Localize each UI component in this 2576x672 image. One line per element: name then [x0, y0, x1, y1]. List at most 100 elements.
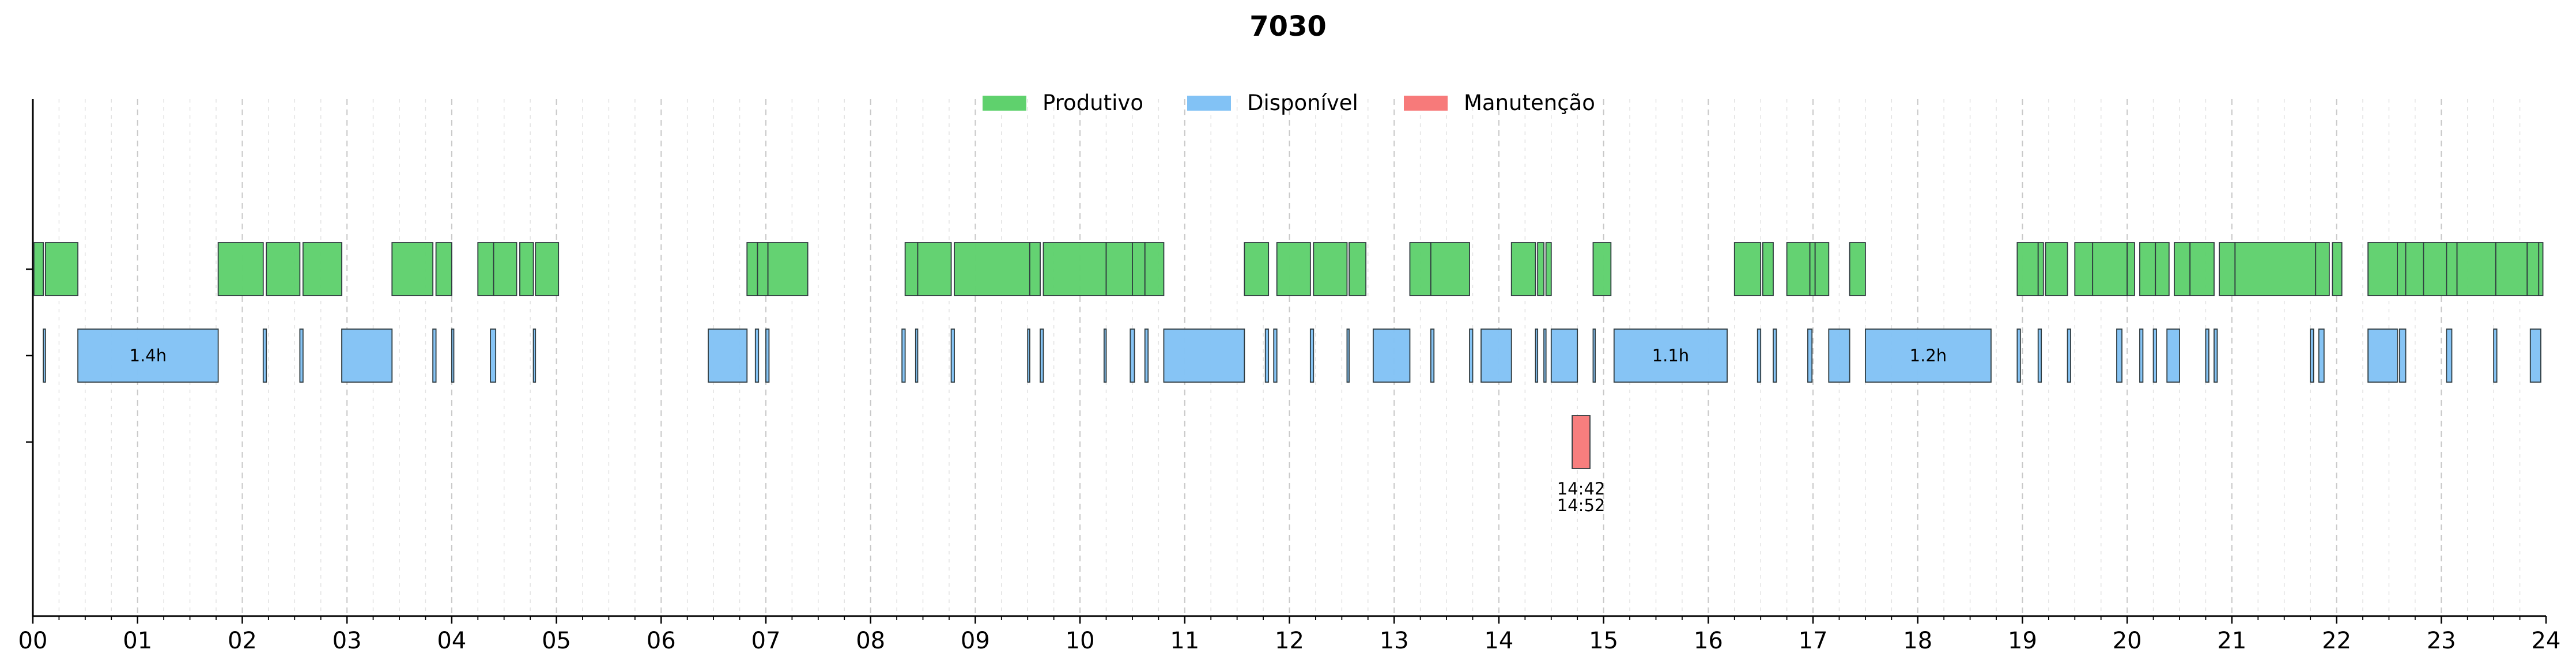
- bar-disponível: [1613, 329, 1728, 383]
- bar-duration-label: 1.4h: [130, 346, 167, 365]
- legend-label: Produtivo: [1043, 90, 1143, 115]
- bar-disponível: [1757, 329, 1762, 383]
- bar-produtivo: [2456, 242, 2496, 296]
- x-tick-label: 04: [437, 628, 466, 654]
- x-tick-label: 21: [2217, 628, 2246, 654]
- x-tick-label: 24: [2532, 628, 2561, 654]
- bar-produtivo: [904, 242, 919, 296]
- bar-produtivo: [2189, 242, 2215, 296]
- bar-produtivo: [1144, 242, 1165, 296]
- bar-produtivo: [535, 242, 560, 296]
- x-tick-label: 13: [1380, 628, 1409, 654]
- bar-produtivo: [917, 242, 952, 296]
- bar-produtivo: [2332, 242, 2343, 296]
- bar-disponível: [1807, 329, 1813, 383]
- legend-label: Manutenção: [1464, 90, 1595, 115]
- maintenance-end-label: 14:52: [1557, 496, 1606, 515]
- bar-produtivo: [1545, 242, 1552, 296]
- bar-produtivo: [1733, 242, 1762, 296]
- bar-disponível: [2529, 329, 2541, 383]
- bar-produtivo: [1029, 242, 1041, 296]
- bar-produtivo: [2405, 242, 2424, 296]
- x-tick-label: 09: [961, 628, 990, 654]
- x-tick-label: 07: [751, 628, 781, 654]
- x-tick-label: 02: [228, 628, 257, 654]
- bar-produtivo: [2037, 242, 2044, 296]
- bar-disponível: [1773, 329, 1777, 383]
- bar-produtivo: [1510, 242, 1536, 296]
- bar-produtivo: [1592, 242, 1612, 296]
- x-tick-label: 01: [123, 628, 152, 654]
- bar-disponível: [1550, 329, 1578, 383]
- bar-produtivo: [2423, 242, 2447, 296]
- bar-produtivo: [2397, 242, 2407, 296]
- x-tick-label: 15: [1589, 628, 1618, 654]
- x-tick-label: 08: [856, 628, 885, 654]
- bar-disponível: [1543, 329, 1547, 383]
- x-tick-label: 17: [1799, 628, 1828, 654]
- bar-produtivo: [757, 242, 769, 296]
- bar-produtivo: [1430, 242, 1470, 296]
- x-tick-label: 12: [1275, 628, 1304, 654]
- bar-disponível: [1027, 329, 1030, 383]
- bar-produtivo: [519, 242, 534, 296]
- legend-swatch: [983, 96, 1026, 111]
- bar-disponível: [2037, 329, 2042, 383]
- bar-disponível: [2139, 329, 2144, 383]
- x-tick-label: 06: [647, 628, 676, 654]
- bar-disponível: [2446, 329, 2453, 383]
- bar-disponível: [2116, 329, 2122, 383]
- x-tick-label: 11: [1170, 628, 1199, 654]
- bar-produtivo: [302, 242, 342, 296]
- legend-label: Disponível: [1247, 90, 1358, 115]
- bar-produtivo: [2155, 242, 2170, 296]
- bar-disponível: [1592, 329, 1596, 383]
- bar-produtivo: [954, 242, 1030, 296]
- bar-disponível: [1103, 329, 1107, 383]
- bar-produtivo: [2234, 242, 2317, 296]
- bar-disponível: [915, 329, 919, 383]
- bar-produtivo: [217, 242, 264, 296]
- bar-disponível: [1372, 329, 1411, 383]
- chart-title: 7030: [1249, 10, 1327, 43]
- bar-produtivo: [2526, 242, 2540, 296]
- bar-disponível: [451, 329, 455, 383]
- bar-produtivo: [1537, 242, 1544, 296]
- bar-disponível: [765, 329, 770, 383]
- grid-lines: [58, 99, 2521, 616]
- bar-disponível: [1040, 329, 1044, 383]
- bar-disponível: [299, 329, 304, 383]
- bar-produtivo: [33, 242, 44, 296]
- bar-disponível: [2367, 329, 2398, 383]
- bar-produtivo: [2016, 242, 2039, 296]
- bar-disponível: [754, 329, 760, 383]
- bar-disponível: [1469, 329, 1474, 383]
- bar-produtivo: [2139, 242, 2156, 296]
- legend-swatch: [1404, 96, 1448, 111]
- bar-produtivo: [2074, 242, 2094, 296]
- bar-disponível: [1264, 329, 1270, 383]
- x-tick-label: 00: [18, 628, 48, 654]
- bar-produtivo: [1809, 242, 1816, 296]
- bar-produtivo: [2538, 242, 2544, 296]
- bar-produtivo: [1105, 242, 1133, 296]
- bar-disponível: [1309, 329, 1315, 383]
- bar-produtivo: [2092, 242, 2128, 296]
- bars-layer: [33, 242, 2544, 469]
- bar-produtivo: [1762, 242, 1774, 296]
- bar-disponível: [2318, 329, 2325, 383]
- bar-produtivo: [2315, 242, 2330, 296]
- bar-disponível: [950, 329, 955, 383]
- x-tick-label: 10: [1066, 628, 1095, 654]
- bar-disponível: [432, 329, 437, 383]
- bar-produtivo: [493, 242, 518, 296]
- bar-produtivo: [1849, 242, 1866, 296]
- bar-disponível: [1130, 329, 1135, 383]
- bar-disponível: [2016, 329, 2021, 383]
- bar-disponível: [490, 329, 497, 383]
- bar-disponível: [2310, 329, 2314, 383]
- bar-disponível: [2214, 329, 2218, 383]
- bar-produtivo: [767, 242, 809, 296]
